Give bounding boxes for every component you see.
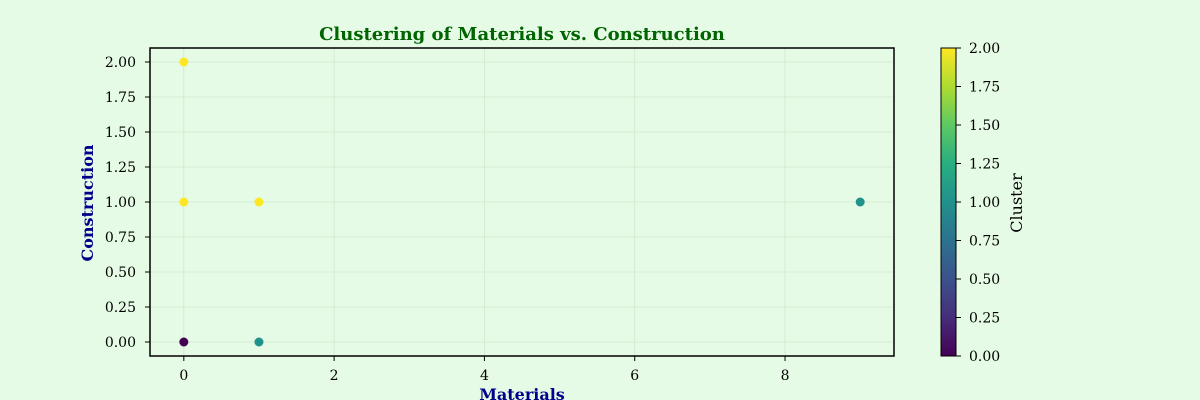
colorbar-tick-label: 0.50	[969, 272, 1000, 288]
colorbar-tick-label: 2.00	[969, 41, 1000, 57]
y-axis-ticks: 0.00 0.25 0.50 0.75 1.00 1.25 1.50 1.75 2.00	[105, 55, 150, 351]
chart-title: Clustering of Materials vs. Construction	[319, 24, 725, 45]
colorbar-ticks: 0.00 0.25 0.50 0.75 1.00 1.25 1.50 1.75 2.00	[956, 41, 1000, 365]
x-tick-label: 2	[330, 368, 339, 384]
colorbar-tick-label: 0.75	[969, 234, 1000, 250]
y-tick-label: 0.50	[105, 265, 136, 281]
colorbar-tick-label: 1.50	[969, 118, 1000, 134]
y-tick-label: 0.75	[105, 230, 136, 246]
x-tick-label: 4	[480, 368, 489, 384]
y-tick-label: 0.25	[105, 300, 136, 316]
y-tick-label: 2.00	[105, 55, 136, 71]
x-tick-label: 6	[630, 368, 639, 384]
colorbar-tick-label: 0.00	[969, 349, 1000, 365]
data-point	[179, 197, 189, 207]
x-axis-label: Materials	[479, 385, 565, 400]
x-tick-label: 0	[179, 368, 188, 384]
colorbar-tick-label: 1.25	[969, 157, 1000, 173]
y-tick-label: 1.00	[105, 195, 136, 211]
y-axis-label: Construction	[78, 144, 97, 261]
colorbar-tick-label: 1.75	[969, 80, 1000, 96]
colorbar-tick-label: 1.00	[969, 195, 1000, 211]
data-point	[179, 337, 189, 347]
grid-lines	[150, 48, 894, 356]
data-point	[179, 57, 189, 67]
y-tick-label: 0.00	[105, 335, 136, 351]
colorbar-label: Cluster	[1007, 173, 1026, 233]
data-point	[855, 197, 865, 207]
data-points	[179, 57, 865, 347]
y-tick-label: 1.25	[105, 160, 136, 176]
colorbar	[940, 47, 957, 357]
x-tick-label: 8	[781, 368, 790, 384]
data-point	[254, 197, 264, 207]
colorbar-tick-label: 0.25	[969, 311, 1000, 327]
data-point	[254, 337, 264, 347]
x-axis-ticks: 0 2 4 6 8	[179, 356, 789, 384]
y-tick-label: 1.50	[105, 125, 136, 141]
y-tick-label: 1.75	[105, 90, 136, 106]
